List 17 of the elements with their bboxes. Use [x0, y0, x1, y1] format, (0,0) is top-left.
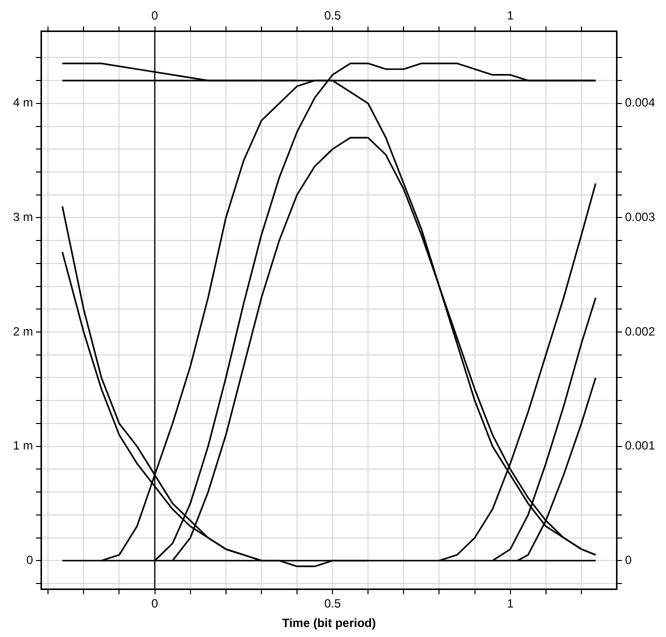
x2-tick-label: 1: [506, 8, 514, 23]
y-tick-label: 2 m: [12, 324, 34, 338]
y2-tick-label: 0.004: [624, 96, 656, 110]
y-tick-label: 0: [26, 552, 34, 567]
y-tick-label: 4 m: [12, 96, 34, 110]
x2-tick-label: 0.5: [324, 8, 342, 23]
x-tick-label: 0.5: [324, 596, 342, 611]
x2-tick-label: 0: [151, 8, 158, 23]
y2-tick-label: 0.002: [624, 324, 656, 338]
x-tick-label: 1: [506, 596, 514, 611]
x-tick-label: 0: [151, 596, 158, 611]
y-tick-label: 3 m: [12, 210, 34, 224]
y2-tick-label: 0.003: [624, 210, 656, 224]
y-tick-label: 1 m: [12, 438, 34, 453]
x-axis-title: Time (bit period): [282, 616, 376, 630]
y2-tick-label: 0: [624, 552, 632, 567]
y2-tick-label: 0.001: [624, 438, 656, 453]
